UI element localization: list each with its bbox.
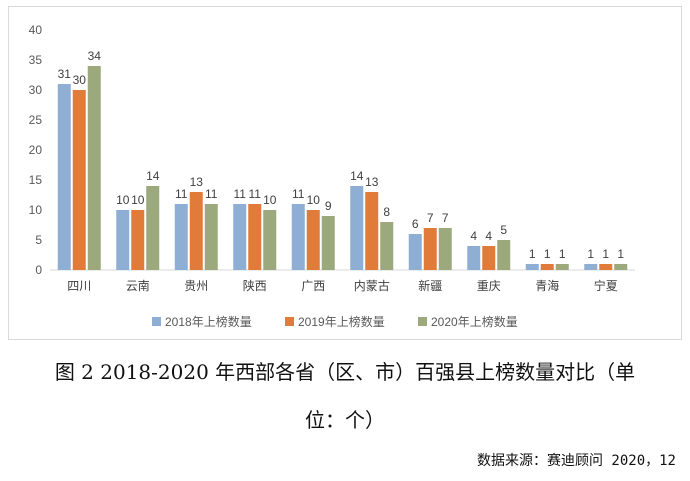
- data-label: 14: [146, 169, 160, 183]
- data-label: 31: [58, 67, 72, 81]
- legend-swatch: [418, 317, 427, 326]
- data-label: 10: [116, 193, 130, 207]
- data-label: 1: [559, 247, 566, 261]
- bar: [423, 228, 437, 270]
- x-tick-label: 新疆: [418, 278, 442, 293]
- data-label: 11: [234, 187, 247, 201]
- data-label: 10: [131, 193, 145, 207]
- data-label: 10: [263, 193, 277, 207]
- data-label: 7: [427, 211, 434, 225]
- legend-label: 2019年上榜数量: [298, 314, 385, 329]
- y-tick-label: 20: [29, 143, 43, 157]
- bar: [555, 264, 569, 270]
- y-tick-label: 15: [29, 173, 43, 187]
- bar: [614, 264, 628, 270]
- bar: [87, 66, 101, 270]
- data-label: 8: [383, 205, 390, 219]
- x-tick-label: 青海: [535, 278, 559, 293]
- bar: [57, 84, 71, 270]
- bar: [146, 186, 160, 270]
- data-label: 11: [175, 187, 188, 201]
- bar: [584, 264, 598, 270]
- data-source: 数据来源：赛迪顾问 2020，12: [476, 453, 676, 469]
- x-tick-label: 陕西: [243, 278, 267, 293]
- bar: [525, 264, 539, 270]
- bar: [321, 216, 335, 270]
- figure-caption-line1: 图 2 2018-2020 年西部各省（区、市）百强县上榜数量对比（单: [54, 360, 636, 384]
- bar: [380, 222, 394, 270]
- data-label: 7: [442, 211, 449, 225]
- bar: [365, 192, 379, 270]
- data-label: 11: [292, 187, 305, 201]
- x-tick-label: 云南: [126, 278, 150, 293]
- y-tick-label: 40: [29, 23, 43, 37]
- bar: [497, 240, 511, 270]
- y-tick-label: 25: [29, 113, 43, 127]
- y-tick-label: 5: [35, 233, 42, 247]
- bar: [438, 228, 452, 270]
- bar: [248, 204, 262, 270]
- data-label: 6: [412, 217, 419, 231]
- x-tick-label: 四川: [67, 279, 91, 293]
- data-label: 4: [470, 229, 477, 243]
- bar: [408, 234, 422, 270]
- data-label: 1: [587, 247, 594, 261]
- legend-label: 2020年上榜数量: [431, 314, 518, 329]
- bar: [174, 204, 188, 270]
- bar: [116, 210, 130, 270]
- bar: [306, 210, 320, 270]
- bar: [204, 204, 218, 270]
- data-label: 13: [190, 175, 204, 189]
- bar: [350, 186, 364, 270]
- legend-label: 2018年上榜数量: [165, 314, 252, 329]
- figure-caption-line2: 位：个）: [305, 408, 385, 432]
- bar: [233, 204, 247, 270]
- y-tick-label: 0: [35, 263, 42, 277]
- data-label: 10: [307, 193, 321, 207]
- legend-swatch: [285, 317, 294, 326]
- data-label: 4: [485, 229, 492, 243]
- data-label: 30: [73, 73, 87, 87]
- bar: [467, 246, 481, 270]
- chart-frame: [8, 6, 682, 340]
- y-tick-label: 35: [29, 53, 43, 67]
- x-tick-label: 贵州: [184, 279, 208, 293]
- bar: [540, 264, 554, 270]
- bar: [482, 246, 496, 270]
- legend-swatch: [152, 317, 161, 326]
- data-label: 1: [529, 247, 536, 261]
- bar: [599, 264, 613, 270]
- x-tick-label: 重庆: [477, 279, 501, 293]
- x-tick-label: 广西: [301, 279, 325, 293]
- data-label: 1: [617, 247, 624, 261]
- data-label: 14: [350, 169, 364, 183]
- data-label: 9: [325, 199, 332, 213]
- bar: [131, 210, 145, 270]
- bar: [291, 204, 305, 270]
- data-label: 11: [249, 187, 262, 201]
- data-label: 1: [544, 247, 551, 261]
- bar: [72, 90, 86, 270]
- data-label: 34: [88, 49, 102, 63]
- data-label: 1: [602, 247, 609, 261]
- y-tick-label: 30: [29, 83, 43, 97]
- data-label: 11: [205, 187, 218, 201]
- x-tick-label: 内蒙古: [354, 278, 390, 293]
- data-label: 5: [500, 223, 507, 237]
- bar: [189, 192, 203, 270]
- x-tick-label: 宁夏: [594, 278, 618, 293]
- y-tick-label: 10: [29, 203, 43, 217]
- data-label: 13: [365, 175, 379, 189]
- bar: [263, 210, 277, 270]
